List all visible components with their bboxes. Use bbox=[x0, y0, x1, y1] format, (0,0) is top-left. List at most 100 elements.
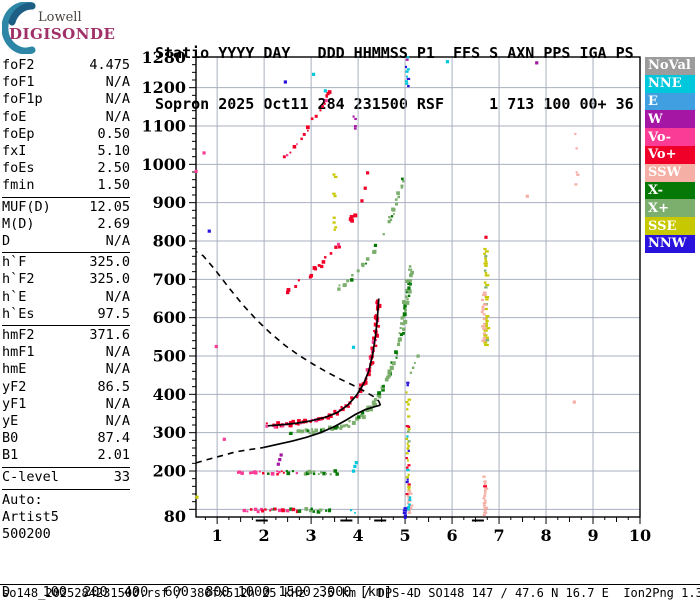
parameter-row: foEp 0.50 bbox=[2, 126, 130, 143]
curve-profile-model-topside bbox=[195, 251, 382, 406]
svg-text:7: 7 bbox=[493, 526, 504, 545]
parameter-label: h`F2 bbox=[2, 271, 35, 288]
parameter-row: foF1 N/A bbox=[2, 74, 130, 91]
svg-text:2: 2 bbox=[259, 526, 270, 545]
legend-item-sse: SSE bbox=[645, 217, 695, 235]
parameter-label: foF2 bbox=[2, 57, 35, 73]
parameter-value: 97.5 bbox=[97, 305, 130, 322]
parameter-label: fmin bbox=[2, 177, 35, 194]
interference-column bbox=[574, 132, 580, 186]
digisonde-logo: Lowell DIGISONDE bbox=[2, 2, 142, 54]
svg-text:400: 400 bbox=[153, 385, 186, 404]
parameter-row: foF1p N/A bbox=[2, 91, 130, 108]
svg-text:8: 8 bbox=[540, 526, 551, 545]
legend-item-noval: NoVal bbox=[645, 57, 695, 75]
parameter-label: D bbox=[2, 233, 11, 250]
interference-column bbox=[482, 475, 489, 517]
parameter-row: h`Es 97.5 bbox=[2, 306, 130, 323]
legend-item-x: X- bbox=[645, 181, 695, 200]
svg-text:6: 6 bbox=[446, 526, 457, 545]
logo-arc-icon bbox=[2, 2, 36, 54]
interference-column bbox=[405, 391, 412, 428]
status-bar: so148_2025284231500.rsf / 380fx512h 25 k… bbox=[0, 584, 700, 600]
distance-row: D 100 200 400 600 800 1000 1500 3000 [km… bbox=[2, 584, 393, 600]
svg-text:3: 3 bbox=[306, 526, 317, 545]
axes-layer: 1280120011001000900800700600500400300200… bbox=[141, 48, 651, 545]
parameter-value: 2.69 bbox=[97, 215, 130, 232]
parameter-label: foF1p bbox=[2, 91, 43, 108]
autoscaling-info-line: 500200 bbox=[2, 526, 51, 543]
parameter-label: h`F bbox=[2, 254, 27, 271]
parameter-label: C-level bbox=[2, 468, 59, 485]
parameter-group: hmF2 371.6 hmF1 N/A hmE N/A yF2 86.5 yF1 N/A yE N/A… bbox=[2, 325, 130, 465]
trace-f-trace-x-mode-2nd-hop bbox=[337, 177, 405, 291]
parameter-label: yF1 bbox=[2, 395, 27, 412]
parameter-label: h`Es bbox=[2, 305, 35, 322]
trace-es-2nd-hop-green-segment bbox=[303, 469, 339, 476]
autoscaling-info-line: Artist5 bbox=[2, 509, 59, 526]
parameter-value: 371.6 bbox=[89, 327, 130, 344]
svg-text:1: 1 bbox=[212, 526, 223, 545]
trace-f-trace-o-mode-3rd-hop bbox=[282, 90, 332, 159]
curve-true-height-profile-bottomside bbox=[263, 404, 381, 449]
svg-text:1100: 1100 bbox=[141, 117, 186, 136]
svg-text:600: 600 bbox=[153, 308, 186, 327]
parameter-label: foF1 bbox=[2, 74, 35, 91]
parameter-value: N/A bbox=[105, 395, 130, 412]
parameter-value: 2.01 bbox=[97, 447, 130, 464]
parameter-label: h`E bbox=[2, 288, 27, 305]
parameter-value: 12.05 bbox=[89, 198, 130, 215]
svg-text:800: 800 bbox=[153, 232, 186, 251]
trace-f-trace-o-mode-2nd-hop bbox=[285, 242, 341, 295]
svg-text:1280: 1280 bbox=[141, 48, 186, 67]
svg-text:900: 900 bbox=[153, 193, 186, 212]
parameter-value: N/A bbox=[105, 344, 130, 361]
parameter-row: D N/A bbox=[2, 233, 130, 250]
parameter-row: h`F 325.0 bbox=[2, 254, 130, 271]
interference-column bbox=[406, 381, 410, 387]
parameter-label: hmF1 bbox=[2, 344, 35, 361]
parameter-value: N/A bbox=[105, 91, 130, 108]
echo-data-layer bbox=[236, 56, 580, 519]
parameter-row: B0 87.4 bbox=[2, 430, 130, 447]
trace-es-layer-pink-segment bbox=[242, 507, 263, 514]
parameter-value: 33 bbox=[113, 468, 130, 485]
curve-profile-model-below-fmin bbox=[195, 446, 264, 464]
svg-text:500: 500 bbox=[153, 347, 186, 366]
parameter-row: yE N/A bbox=[2, 413, 130, 430]
parameter-label: foEs bbox=[2, 160, 35, 177]
parameter-label: B1 bbox=[2, 447, 19, 464]
trace-es-layer-cyan-tail bbox=[350, 509, 356, 514]
parameter-value: 1.50 bbox=[97, 177, 130, 194]
parameter-group: h`F 325.0 h`F2 325.0 h`E N/A h`Es 97.5 bbox=[2, 252, 130, 323]
parameter-row: M(D) 2.69 bbox=[2, 216, 130, 233]
interference-column bbox=[480, 291, 488, 342]
legend-item-w: W bbox=[645, 110, 695, 129]
parameter-row: C-level 33 bbox=[2, 469, 130, 486]
muf-distance-table: D 100 200 400 600 800 1000 1500 3000 [km… bbox=[2, 556, 400, 600]
svg-text:1200: 1200 bbox=[141, 78, 186, 97]
ionogram-parameters-panel: foF2 4.475 foF1 N/A foF1p N/A foE N/A foEp 0.50 fx… bbox=[2, 57, 130, 543]
parameter-group: C-level 33 bbox=[2, 466, 130, 486]
parameter-value: 0.50 bbox=[97, 125, 130, 142]
parameter-value: N/A bbox=[105, 361, 130, 378]
trace-es-layer-green-segment bbox=[304, 507, 332, 514]
parameter-value: 2.50 bbox=[97, 160, 130, 177]
logo-text-digisonde: DIGISONDE bbox=[9, 25, 116, 43]
svg-text:1000: 1000 bbox=[141, 155, 186, 174]
parameter-label: yE bbox=[2, 413, 19, 430]
parameter-label: M(D) bbox=[2, 215, 35, 232]
interference-column bbox=[352, 115, 357, 130]
parameter-value: 325.0 bbox=[89, 254, 130, 271]
svg-text:700: 700 bbox=[153, 270, 186, 289]
legend-item-x: X+ bbox=[645, 199, 695, 218]
svg-text:5: 5 bbox=[400, 526, 411, 545]
parameter-value: 5.10 bbox=[97, 143, 130, 160]
parameter-row: foE N/A bbox=[2, 109, 130, 126]
trace-es-layer-mixed-segment bbox=[261, 507, 302, 514]
parameter-value: N/A bbox=[105, 233, 130, 250]
legend-item-vo: Vo+ bbox=[645, 145, 695, 164]
parameter-value: N/A bbox=[105, 74, 130, 91]
parameter-row: h`E N/A bbox=[2, 289, 130, 306]
parameter-label: MUF(D) bbox=[2, 198, 51, 215]
